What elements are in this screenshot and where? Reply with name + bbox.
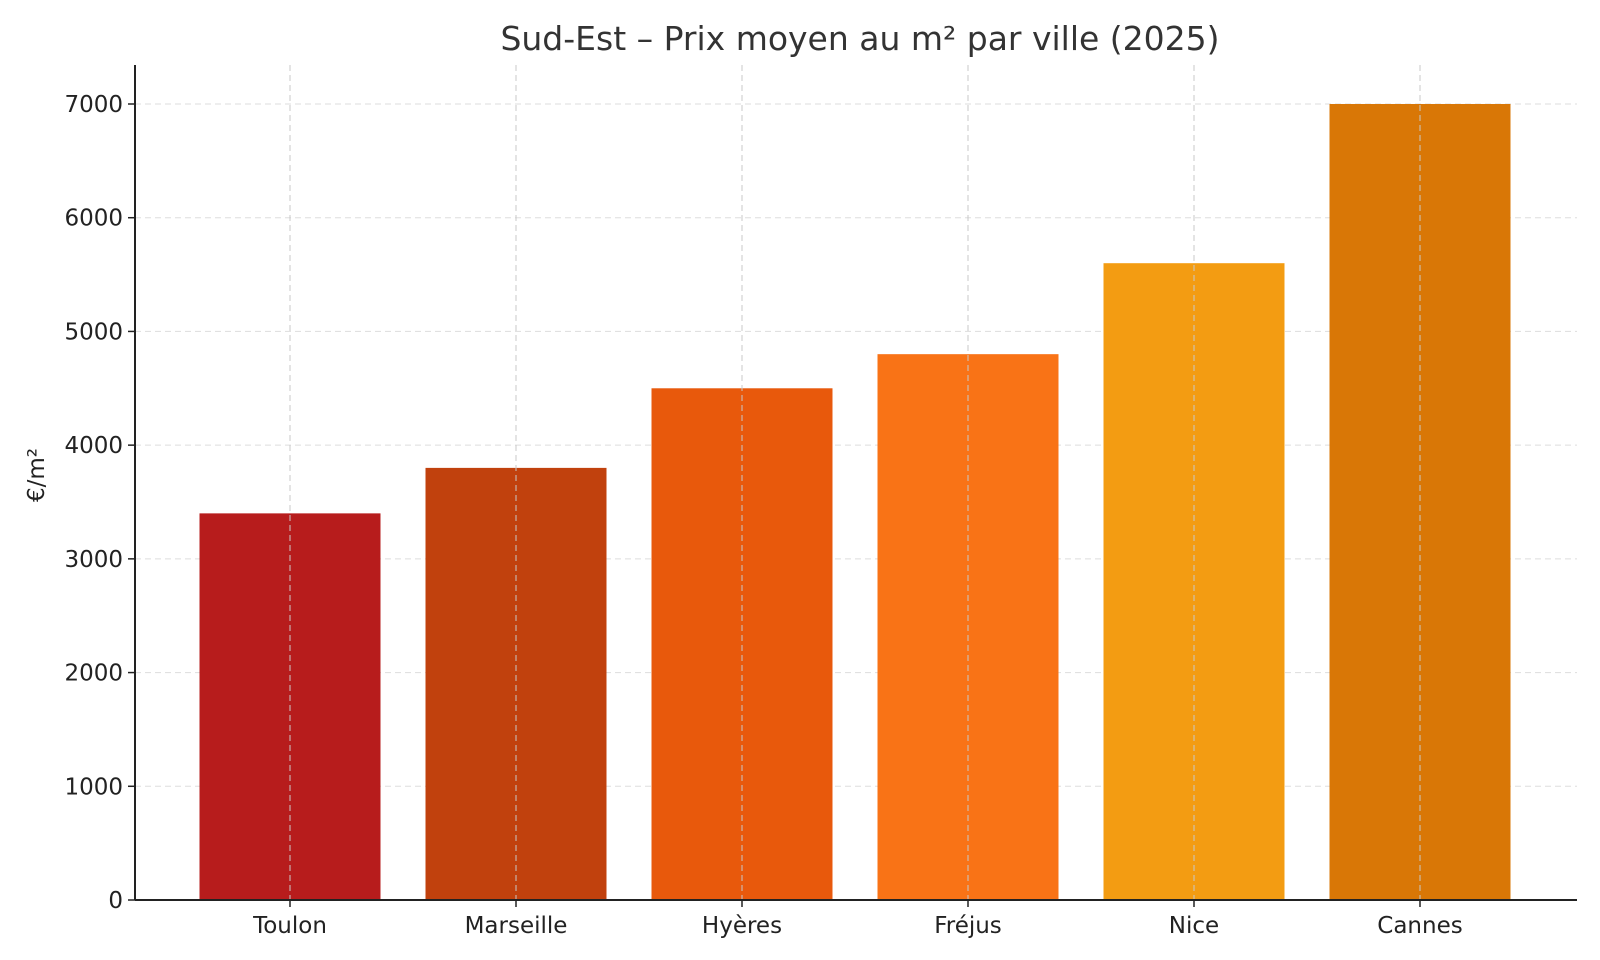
y-tick-label: 1000 bbox=[64, 774, 123, 800]
bar-hyères bbox=[651, 388, 833, 900]
y-tick-label: 0 bbox=[108, 888, 123, 914]
y-tick-label: 3000 bbox=[64, 547, 123, 573]
y-axis-label: €/m² bbox=[24, 448, 50, 502]
axes bbox=[134, 65, 1577, 901]
y-tick-label: 4000 bbox=[64, 433, 123, 459]
chart-title: Sud-Est – Prix moyen au m² par ville (20… bbox=[500, 19, 1219, 58]
y-tick-label: 2000 bbox=[64, 661, 123, 687]
x-axis-ticks: Toulon Marseille Hyères Fréjus Nice Cannes bbox=[252, 900, 1463, 939]
bars bbox=[199, 104, 1511, 901]
x-tick-label: Fréjus bbox=[934, 913, 1002, 939]
x-tick-label: Hyères bbox=[702, 913, 782, 939]
y-axis-ticks: 0 1000 2000 3000 4000 5000 6000 7000 bbox=[64, 92, 135, 914]
x-tick-label: Marseille bbox=[465, 913, 568, 939]
y-tick-label: 6000 bbox=[64, 206, 123, 232]
y-tick-label: 5000 bbox=[64, 319, 123, 345]
y-tick-label: 7000 bbox=[64, 92, 123, 118]
vertical-grid-lines bbox=[289, 65, 1421, 900]
x-tick-label: Toulon bbox=[252, 913, 327, 939]
x-tick-label: Cannes bbox=[1377, 913, 1462, 939]
x-tick-label: Nice bbox=[1169, 913, 1219, 939]
